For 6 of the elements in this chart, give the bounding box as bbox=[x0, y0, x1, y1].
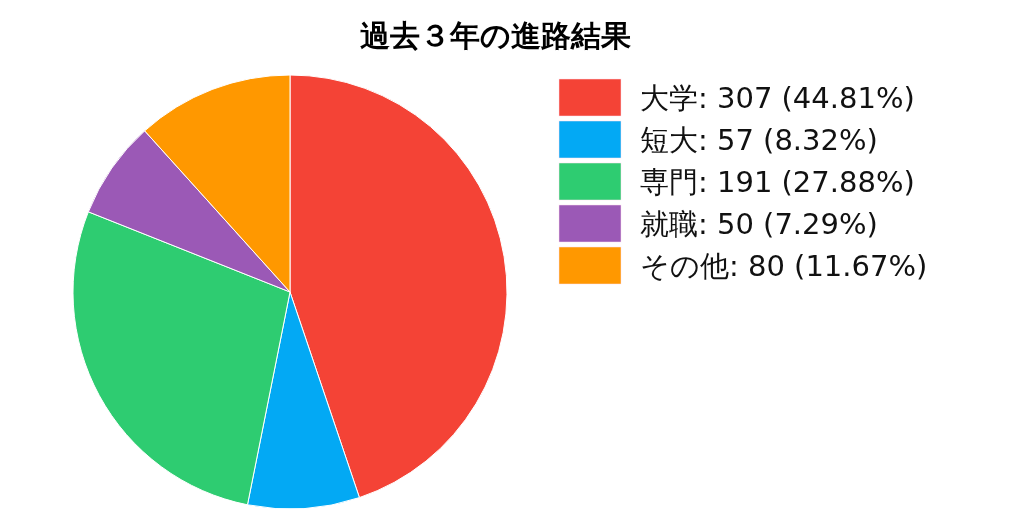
legend-label: 就職: 50 (7.29%) bbox=[640, 206, 878, 241]
legend-label: その他: 80 (11.67%) bbox=[640, 248, 928, 283]
legend-label: 大学: 307 (44.81%) bbox=[640, 80, 915, 115]
legend-label: 専門: 191 (27.88%) bbox=[640, 164, 915, 199]
chart-title: 過去３年の進路結果 bbox=[359, 18, 631, 53]
legend-label: 短大: 57 (8.32%) bbox=[640, 122, 878, 157]
